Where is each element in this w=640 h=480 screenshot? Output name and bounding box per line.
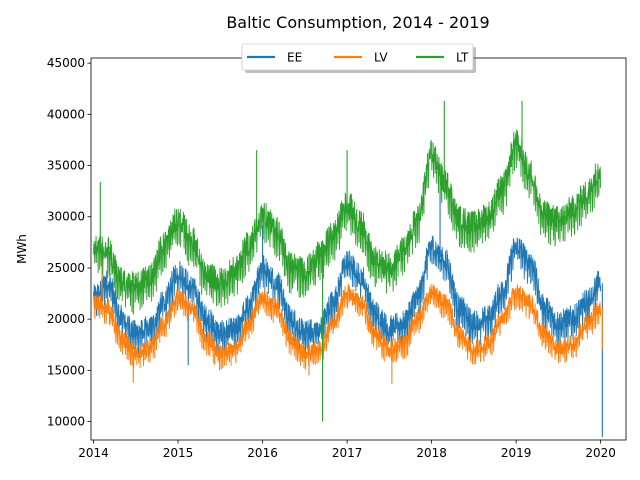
x-tick-label: 2019: [501, 446, 532, 460]
y-tick-label: 35000: [47, 159, 85, 173]
x-tick-label: 2016: [247, 446, 278, 460]
series-line-ee: [93, 235, 602, 355]
x-tick-label: 2014: [78, 446, 109, 460]
y-tick-label: 20000: [47, 312, 85, 326]
series-line-lv: [93, 283, 602, 371]
y-tick-label: 25000: [47, 261, 85, 275]
y-axis: 10000 15000 20000 25000 30000 35000 40000 45000: [47, 56, 91, 429]
legend-label-ee: EE: [287, 51, 302, 65]
y-tick-label: 10000: [47, 415, 85, 429]
x-tick-label: 2017: [332, 446, 363, 460]
x-tick-label: 2018: [416, 446, 447, 460]
y-tick-label: 15000: [47, 363, 85, 377]
x-tick-label: 2015: [163, 446, 194, 460]
x-tick-label: 2020: [585, 446, 616, 460]
y-tick-label: 30000: [47, 210, 85, 224]
legend-label-lt: LT: [456, 51, 469, 65]
y-tick-label: 40000: [47, 107, 85, 121]
y-tick-label: 45000: [47, 56, 85, 70]
series-layer: [93, 101, 603, 437]
legend: EE LV LT: [241, 43, 476, 73]
y-axis-label: MWh: [15, 234, 29, 264]
chart-title: Baltic Consumption, 2014 - 2019: [226, 13, 489, 32]
legend-label-lv: LV: [374, 51, 388, 65]
x-axis: 2014 2015 2016 2017 2018 2019 2020: [78, 440, 616, 460]
